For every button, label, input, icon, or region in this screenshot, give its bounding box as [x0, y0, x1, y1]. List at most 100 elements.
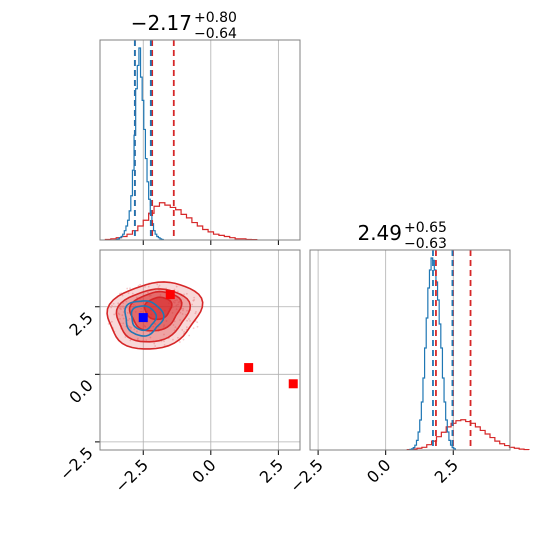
- p1-title: −2.17 +0.80−0.64: [131, 10, 237, 42]
- p3-sample-point: [192, 299, 195, 302]
- p3-sample-point: [176, 290, 179, 293]
- p3-sample-point: [121, 294, 124, 297]
- p3-sample-point: [136, 330, 138, 333]
- p1-frame: [99, 39, 301, 241]
- p3-sample-point: [177, 336, 179, 339]
- p3-sample-point: [174, 299, 177, 302]
- p3-ytick-label-0: 2.5: [65, 308, 96, 339]
- p3-sample-point: [185, 292, 188, 295]
- p3-sample-point: [172, 324, 175, 326]
- p3-sample-point: [188, 334, 191, 337]
- p3-xtick-label-0: −2.5: [111, 455, 152, 496]
- p3-sample-point: [122, 311, 125, 313]
- p4-xtick-label-0: −2.5: [286, 455, 327, 496]
- p3-sample-point: [181, 313, 184, 315]
- p3-sample-point: [125, 300, 128, 303]
- p3-frame: [99, 249, 301, 451]
- p3-xtick-label-2: 2.5: [256, 455, 287, 486]
- p3-sample-point: [183, 330, 186, 333]
- p3-sample-point: [165, 320, 168, 322]
- p3-sample-point: [182, 338, 185, 341]
- p3-sample-point: [186, 309, 188, 312]
- p3-marker-blue-0: [138, 313, 148, 323]
- p3-sample-point: [110, 306, 113, 309]
- p3-sample-point: [175, 285, 178, 288]
- p3-sample-point: [147, 291, 149, 294]
- p3-sample-point: [128, 325, 131, 328]
- p3-sample-point: [178, 300, 181, 303]
- p3-sample-point: [120, 308, 122, 310]
- p3-sample-point: [118, 313, 121, 316]
- p3-ytick-label-2: −2.5: [56, 443, 97, 484]
- p1-red-hist: [104, 202, 258, 241]
- p3-sample-point: [172, 338, 174, 341]
- p4-xtick-label-2: 2.5: [431, 455, 462, 486]
- p3-sample-point: [121, 314, 124, 317]
- p4-blue-hist: [409, 257, 457, 450]
- p3-sample-point: [177, 303, 179, 306]
- p3-sample-point: [162, 325, 165, 328]
- p1-blue-hist: [115, 47, 164, 241]
- p4-title-minus: −0.63: [404, 236, 447, 252]
- p3-sample-point: [129, 287, 131, 290]
- p3-sample-point: [128, 317, 131, 320]
- p4-title: 2.49 +0.65−0.63: [357, 220, 446, 252]
- p3-sample-point: [163, 340, 165, 343]
- p3-sample-point: [154, 323, 157, 326]
- p3-sample-point: [191, 303, 193, 306]
- p3-sample-point: [163, 344, 166, 346]
- p3-sample-point: [156, 283, 159, 286]
- p4-title-plus: +0.65: [404, 220, 447, 236]
- p3-sample-point: [122, 305, 124, 308]
- p3-sample-point: [171, 312, 174, 314]
- p4-frame: [309, 249, 511, 451]
- p3-sample-point: [193, 296, 196, 299]
- p3-sample-point: [158, 284, 161, 287]
- p3-sample-point: [173, 301, 176, 304]
- p3-sample-point: [129, 328, 132, 330]
- p3-sample-point: [129, 339, 132, 342]
- p4-xtick-label-1: 0.0: [363, 455, 394, 486]
- p3-sample-point: [140, 310, 142, 313]
- p3-sample-point: [143, 324, 145, 327]
- p3-sample-point: [176, 299, 178, 301]
- p3-sample-point: [120, 305, 122, 308]
- p3-sample-point: [126, 312, 129, 314]
- p3-sample-point: [122, 302, 125, 305]
- p3-sample-point: [144, 325, 147, 328]
- p3-sample-point: [153, 342, 156, 345]
- p3-marker-red-1: [165, 290, 175, 300]
- p3-sample-point: [179, 319, 182, 321]
- p3-sample-point: [122, 317, 125, 320]
- p3-sample-point: [182, 307, 185, 310]
- p3-sample-point: [107, 322, 110, 325]
- p3-sample-point: [163, 324, 165, 327]
- p3-sample-point: [173, 329, 176, 332]
- p3-sample-point: [139, 283, 141, 286]
- p3-sample-point: [185, 326, 188, 329]
- p3-sample-point: [152, 325, 155, 328]
- p3-sample-point: [179, 311, 182, 314]
- p3-sample-point: [173, 288, 176, 291]
- p3-ytick-label-1: 0.0: [65, 376, 96, 407]
- p3-sample-point: [112, 302, 115, 305]
- p3-sample-point: [163, 333, 165, 336]
- p3-sample-point: [147, 285, 150, 288]
- p3-sample-point: [119, 317, 121, 320]
- p3-blue-contour-outer: [124, 300, 165, 337]
- p3-sample-point: [111, 304, 113, 307]
- p3-sample-point: [174, 326, 177, 329]
- p3-sample-point: [195, 310, 197, 313]
- p3-sample-point: [131, 292, 134, 295]
- p3-sample-point: [113, 313, 116, 316]
- p3-xtick-label-1: 0.0: [188, 455, 219, 486]
- p3-sample-point: [154, 345, 157, 347]
- p3-sample-point: [149, 294, 152, 297]
- p3-sample-point: [134, 310, 137, 313]
- p3-sample-point: [186, 319, 188, 322]
- p3-sample-point: [175, 304, 178, 307]
- p3-sample-point: [157, 286, 160, 289]
- p3-sample-point: [117, 302, 120, 305]
- p3-sample-point: [175, 308, 178, 311]
